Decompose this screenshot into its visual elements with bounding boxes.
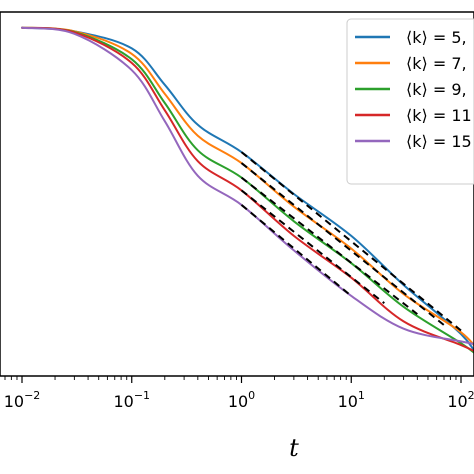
x-tick-label: 10−2 xyxy=(4,389,41,411)
fit-line-3 xyxy=(240,176,418,315)
x-tick-label: 100 xyxy=(228,389,255,411)
legend-label: ⟨k⟩ = 9, xyxy=(406,80,467,99)
series-line-5 xyxy=(21,26,474,346)
legend-entry-4: ⟨k⟩ = 11 xyxy=(355,106,472,125)
legend-label: ⟨k⟩ = 5, xyxy=(406,28,467,47)
x-axis: 10−2 10−1 100 101 102 xyxy=(4,376,474,411)
plot-frame xyxy=(0,11,474,377)
legend-label: ⟨k⟩ = 11 xyxy=(406,106,472,125)
x-axis-label: t xyxy=(289,434,299,462)
fit-line-2 xyxy=(240,162,445,326)
legend-entry-5: ⟨k⟩ = 15 xyxy=(355,132,472,151)
fit-layer xyxy=(240,151,462,332)
legend-entries: ⟨k⟩ = 5, ⟨k⟩ = 7, ⟨k⟩ = 9, ⟨k⟩ = 11 ⟨k⟩ = 15 xyxy=(355,28,472,151)
legend-label: ⟨k⟩ = 7, xyxy=(406,54,467,73)
x-tick-label: 101 xyxy=(338,389,365,411)
fit-line-4 xyxy=(240,189,385,304)
x-tick-label: 102 xyxy=(447,389,474,411)
legend-entry-2: ⟨k⟩ = 7, xyxy=(355,54,467,73)
x-tick-label: 10−1 xyxy=(113,389,150,411)
legend-box xyxy=(346,18,474,185)
legend-label: ⟨k⟩ = 15 xyxy=(406,132,472,151)
legend: ⟨k⟩ = 5, ⟨k⟩ = 7, ⟨k⟩ = 9, ⟨k⟩ = 11 ⟨k⟩ = 15 xyxy=(346,18,474,185)
legend-entry-3: ⟨k⟩ = 9, xyxy=(355,80,467,99)
legend-entry-1: ⟨k⟩ = 5, xyxy=(355,28,467,47)
